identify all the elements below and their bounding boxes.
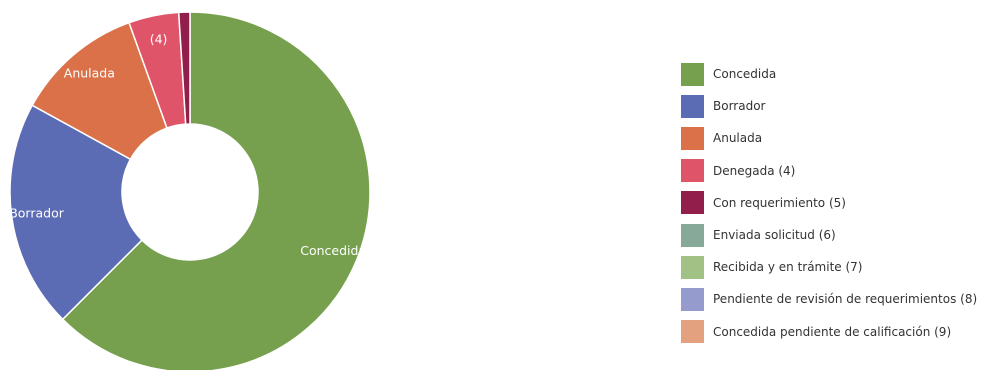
legend-swatch xyxy=(681,255,704,279)
legend-item-3[interactable]: Denegada (4) xyxy=(681,155,977,187)
slice-label-0: Concedida xyxy=(300,243,366,258)
legend-swatch xyxy=(681,159,704,183)
legend-label: Denegada (4) xyxy=(713,163,796,178)
donut-chart: Concedida Borrador Anulada (4) xyxy=(9,11,371,370)
legend-label: Con requerimiento (5) xyxy=(713,195,846,210)
slice-label-2: Anulada xyxy=(64,66,115,81)
legend-label: Concedida pendiente de calificación (9) xyxy=(713,324,952,339)
legend-swatch xyxy=(681,320,704,344)
legend-swatch xyxy=(681,126,704,150)
slice-4[interactable] xyxy=(177,11,191,125)
slice-1[interactable] xyxy=(9,104,143,321)
legend-label: Enviada solicitud (6) xyxy=(713,228,836,243)
legend-item-2[interactable]: Anulada xyxy=(681,122,977,154)
legend-swatch xyxy=(681,191,704,215)
legend-item-4[interactable]: Con requerimiento (5) xyxy=(681,187,977,219)
legend-label: Anulada xyxy=(713,131,763,146)
legend-swatch xyxy=(681,287,704,311)
slice-label-1: Borrador xyxy=(9,205,65,220)
legend-label: Pendiente de revisión de requerimientos … xyxy=(713,292,978,307)
legend-swatch xyxy=(681,62,704,86)
legend-item-6[interactable]: Recibida y en trámite (7) xyxy=(681,251,977,283)
legend-swatch xyxy=(681,223,704,247)
legend-label: Concedida xyxy=(713,67,777,82)
legend-item-0[interactable]: Concedida xyxy=(681,58,977,90)
slice-label-3: (4) xyxy=(150,32,168,47)
legend-item-5[interactable]: Enviada solicitud (6) xyxy=(681,219,977,251)
legend-swatch xyxy=(681,94,704,118)
legend-item-8[interactable]: Concedida pendiente de calificación (9) xyxy=(681,316,977,348)
chart-legend: Concedida Borrador Anulada Denegada (4) Con … xyxy=(681,58,977,348)
legend-label: Borrador xyxy=(713,99,766,114)
legend-item-1[interactable]: Borrador xyxy=(681,90,977,122)
legend-item-7[interactable]: Pendiente de revisión de requerimientos … xyxy=(681,283,977,315)
legend-label: Recibida y en trámite (7) xyxy=(713,260,863,275)
slice-0[interactable] xyxy=(61,11,371,370)
